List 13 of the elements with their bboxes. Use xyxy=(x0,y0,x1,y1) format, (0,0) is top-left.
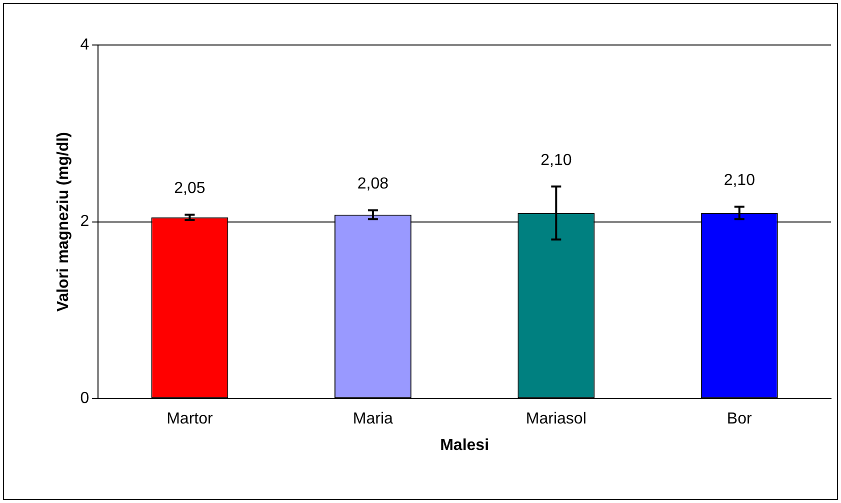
x-tick-label: Mariasol xyxy=(526,410,586,428)
x-axis-title: Malesi xyxy=(440,436,490,454)
data-label: 2,10 xyxy=(724,172,756,190)
y-tick-label: 2 xyxy=(80,213,90,230)
data-label: 2,08 xyxy=(357,176,389,193)
data-label: 2,05 xyxy=(174,180,206,198)
x-tick-label: Martor xyxy=(166,410,214,428)
x-tick-label: Bor xyxy=(726,410,753,428)
y-tick-label: 4 xyxy=(80,36,90,54)
y-tick-label: 0 xyxy=(80,390,90,408)
x-tick-label: Maria xyxy=(352,410,394,428)
y-axis-title: Valori magneziu (mg/dl) xyxy=(55,132,72,312)
data-label: 2,10 xyxy=(540,152,572,169)
